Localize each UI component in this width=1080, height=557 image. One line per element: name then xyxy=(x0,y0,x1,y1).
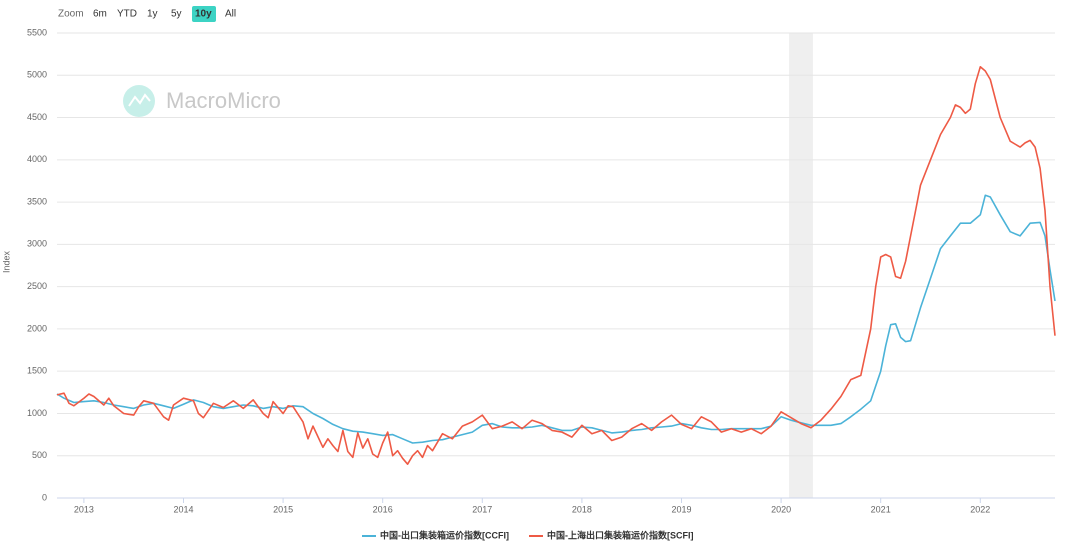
y-tick-label: 2000 xyxy=(27,323,47,333)
legend-item[interactable]: 中国-上海出口集装箱运价指数[SCFI] xyxy=(529,529,694,540)
y-tick-label: 5000 xyxy=(27,70,47,80)
legend-item[interactable]: 中国-出口集装箱运价指数[CCFI] xyxy=(362,529,509,540)
range-button[interactable]: 5y xyxy=(171,9,182,20)
legend: 中国-出口集装箱运价指数[CCFI] 中国-上海出口集装箱运价指数[SCFI] xyxy=(362,529,694,540)
range-button[interactable]: 1y xyxy=(147,9,158,20)
x-tick-label: 2015 xyxy=(273,504,293,514)
series-line xyxy=(56,194,1056,444)
x-tick-label: 2014 xyxy=(173,504,193,514)
watermark: MacroMicro xyxy=(166,88,281,113)
series-line xyxy=(56,66,1056,465)
watermark-icon-mark xyxy=(128,93,151,107)
range-button[interactable]: All xyxy=(225,9,236,20)
range-button-label[interactable]: 10y xyxy=(195,9,212,20)
y-tick-label: 1000 xyxy=(27,408,47,418)
range-button-label[interactable]: 5y xyxy=(171,9,182,20)
legend-label[interactable]: 中国-出口集装箱运价指数[CCFI] xyxy=(380,529,509,540)
x-tick-label: 2021 xyxy=(871,504,891,514)
y-tick-label: 4500 xyxy=(27,112,47,122)
range-button-label[interactable]: 6m xyxy=(93,9,107,20)
legend-label[interactable]: 中国-上海出口集装箱运价指数[SCFI] xyxy=(547,529,694,540)
range-button-label[interactable]: 1y xyxy=(147,9,158,20)
range-button-label[interactable]: All xyxy=(225,9,236,20)
y-tick-label: 3000 xyxy=(27,239,47,249)
range-button-bg xyxy=(192,6,216,22)
y-axis-label: Index xyxy=(1,250,11,273)
range-button[interactable]: 6m xyxy=(93,9,107,20)
y-tick-label: 1500 xyxy=(27,366,47,376)
x-tick-label: 2016 xyxy=(373,504,393,514)
x-tick-label: 2013 xyxy=(74,504,94,514)
x-tick-label: 2017 xyxy=(472,504,492,514)
x-tick-label: 2020 xyxy=(771,504,791,514)
y-tick-label: 500 xyxy=(32,450,47,460)
x-tick-label: 2019 xyxy=(671,504,691,514)
y-tick-label: 5500 xyxy=(27,27,47,37)
y-tick-label: 4000 xyxy=(27,154,47,164)
range-button-label[interactable]: YTD xyxy=(117,9,137,20)
x-tick-label: 2022 xyxy=(970,504,990,514)
y-tick-label: 0 xyxy=(42,492,47,502)
range-button[interactable]: 10y xyxy=(192,6,216,22)
y-tick-label: 2500 xyxy=(27,281,47,291)
range-button[interactable]: YTD xyxy=(117,9,137,20)
y-tick-label: 3500 xyxy=(27,196,47,206)
zoom-label: Zoom xyxy=(58,9,84,20)
x-tick-label: 2018 xyxy=(572,504,592,514)
shaded-range xyxy=(789,33,813,498)
